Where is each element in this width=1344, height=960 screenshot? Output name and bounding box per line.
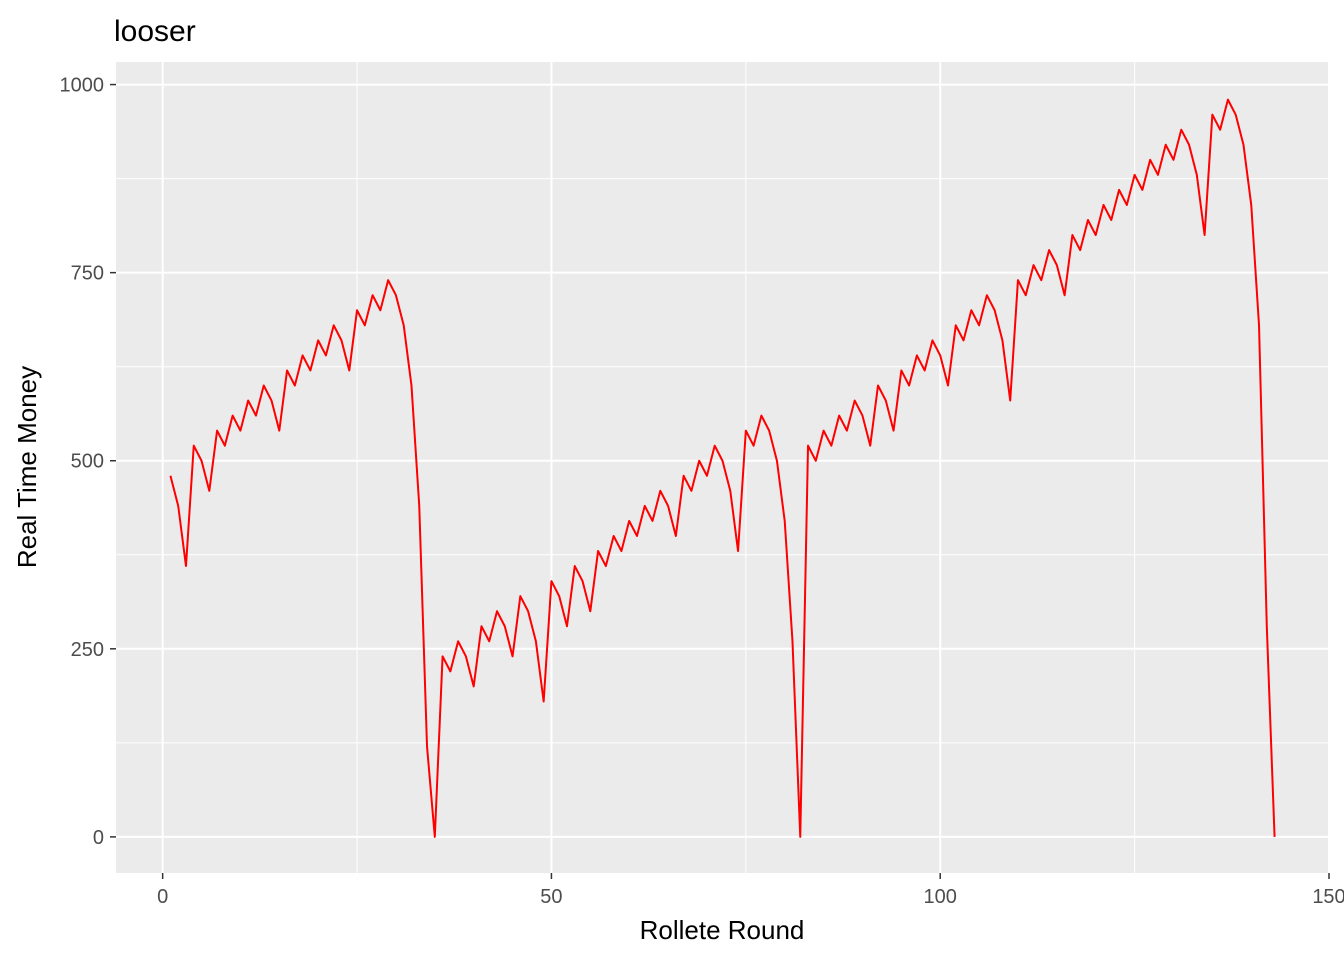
y-tick-label: 1000 [60,75,105,97]
minor-gridlines [116,62,1329,873]
y-tick-label: 500 [71,451,104,473]
x-axis: 0 50 100 150 [157,873,1344,908]
y-axis-title: Real Time Money [12,366,42,568]
x-axis-title: Rollete Round [640,915,805,945]
y-tick-label: 250 [71,639,104,661]
chart-title: looser [114,15,196,48]
y-axis: 0 250 500 750 1000 [60,75,116,849]
y-tick-label: 0 [93,827,104,849]
series-line [169,98,1276,838]
y-tick-label: 750 [71,263,104,285]
x-tick-label: 150 [1312,886,1344,908]
x-tick-label: 0 [157,886,168,908]
x-tick-label: 50 [540,886,562,908]
plot-panel [116,62,1329,873]
x-tick-label: 100 [924,886,957,908]
